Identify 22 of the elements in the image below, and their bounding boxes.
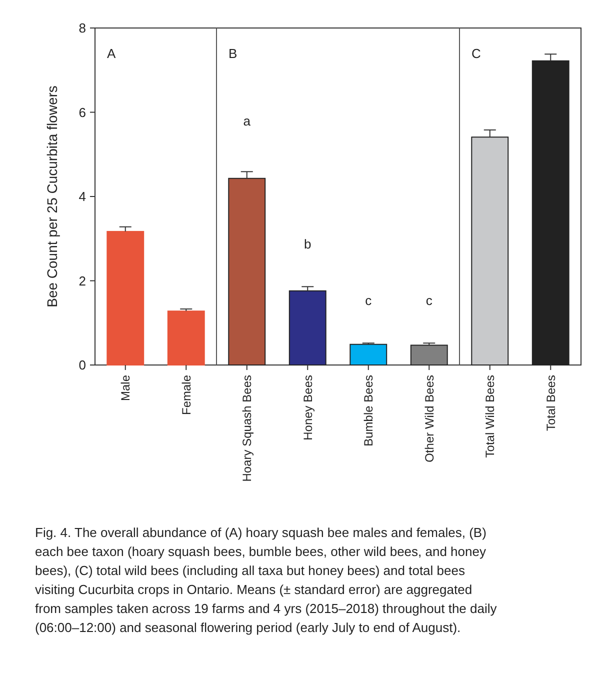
x-tick-label: Bumble Bees [362, 375, 376, 446]
y-tick-label: 0 [78, 358, 86, 373]
annotation: c [426, 293, 433, 308]
y-tick-label: 8 [78, 20, 86, 36]
y-tick-label: 6 [78, 104, 86, 120]
caption: Fig. 4. The overall abundance of (A) hoary squash bee males and females, (B) each bee taxon (hoary squash bees, bumble bees, other wild bees, and honey bees), (C) total wild bees (including all taxa but honey bees) and total bees visiting Cucurbita crops in Ontario. Means (± standard error) are aggregated from samples taken across 19 farms and 4 yrs (2015–2018) throughout the daily (06:00–12:00) and seasonal flowering period (early July to end of August). [35, 525, 498, 635]
x-tick-label: Hoary Squash Bees [240, 375, 254, 482]
x-tick-label: Female [179, 374, 194, 416]
y-tick-label: 2 [78, 273, 86, 288]
annotation: A [107, 46, 116, 61]
x-tick-label: Honey Bees [300, 375, 315, 440]
x-tick-label: Total Bees [544, 375, 558, 432]
annotation: c [365, 293, 372, 308]
x-tick-label: Total Wild Bees [483, 375, 498, 458]
x-tick-label: Male [118, 374, 133, 402]
annotation: C [472, 46, 481, 61]
annotation: a [243, 114, 252, 129]
y-axis-title: Bee Count per 25 Cucurbita flowers [44, 86, 60, 308]
annotation: B [228, 46, 238, 61]
y-tick-label: 4 [78, 189, 86, 204]
x-tick-label: Other Wild Bees [422, 375, 436, 462]
annotation: b [304, 236, 312, 252]
